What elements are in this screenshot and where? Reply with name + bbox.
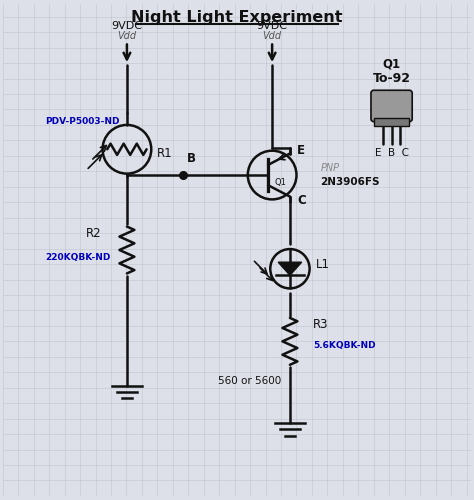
Text: Q1: Q1 bbox=[274, 178, 286, 187]
Text: Vdd: Vdd bbox=[118, 30, 137, 40]
Text: PDV-P5003-ND: PDV-P5003-ND bbox=[45, 117, 119, 126]
FancyBboxPatch shape bbox=[371, 90, 412, 122]
Text: E: E bbox=[297, 144, 305, 157]
Text: R2: R2 bbox=[85, 227, 101, 240]
Bar bbox=[374, 118, 410, 126]
Text: Q1: Q1 bbox=[383, 58, 401, 70]
Text: 9VDC: 9VDC bbox=[111, 21, 142, 31]
Text: R3: R3 bbox=[313, 318, 329, 332]
Text: C: C bbox=[297, 194, 306, 207]
Text: B: B bbox=[187, 152, 196, 164]
Text: L1: L1 bbox=[316, 258, 330, 270]
Text: R1: R1 bbox=[157, 148, 173, 160]
Text: 9VDC: 9VDC bbox=[256, 21, 288, 31]
Text: 560 or 5600: 560 or 5600 bbox=[219, 376, 282, 386]
Text: 220KQBK-ND: 220KQBK-ND bbox=[45, 252, 110, 262]
Text: 5.6KQBK-ND: 5.6KQBK-ND bbox=[313, 340, 376, 349]
Text: PNP: PNP bbox=[320, 163, 339, 173]
Text: To-92: To-92 bbox=[373, 72, 410, 85]
Text: Vdd: Vdd bbox=[263, 30, 282, 40]
Text: Night Light Experiment: Night Light Experiment bbox=[131, 10, 343, 24]
Polygon shape bbox=[278, 262, 301, 276]
Text: 2N3906FS: 2N3906FS bbox=[320, 177, 380, 187]
Text: E  B  C: E B C bbox=[374, 148, 409, 158]
